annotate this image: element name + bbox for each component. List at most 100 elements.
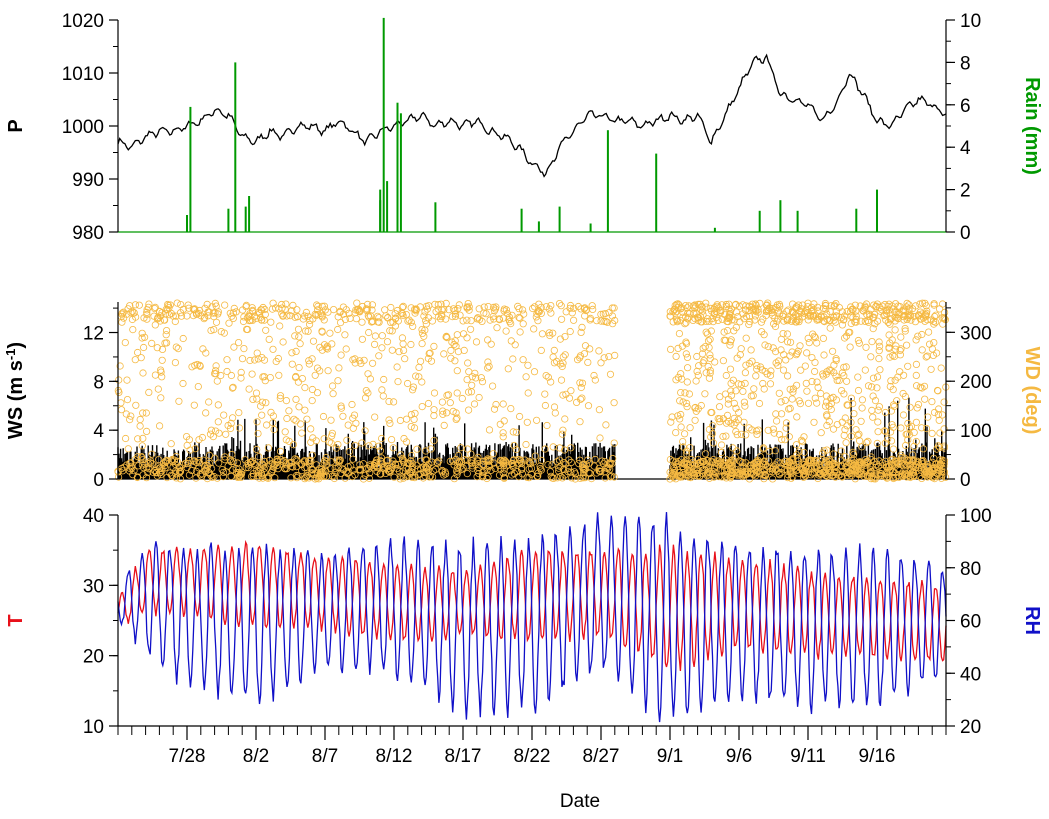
wd-point (262, 326, 270, 334)
wd-point (789, 473, 797, 481)
wd-point (362, 305, 371, 313)
wd-point (301, 406, 309, 414)
wd-point (932, 349, 941, 357)
wd-point (261, 377, 269, 385)
wd-point (499, 429, 507, 437)
wd-point (536, 462, 544, 470)
wd-point (527, 464, 536, 472)
wd-point (238, 355, 247, 363)
rain-bar (589, 223, 592, 232)
wd-point (408, 463, 416, 471)
wd-point (421, 308, 429, 316)
wd-point (677, 388, 685, 397)
wd-point (760, 457, 769, 465)
wd-point (416, 470, 424, 478)
wd-point (389, 444, 397, 452)
wd-point (209, 309, 217, 317)
wd-point (148, 450, 156, 458)
wd-point (721, 390, 730, 398)
wd-point (484, 336, 492, 344)
wd-point (559, 359, 567, 367)
wd-point (156, 307, 164, 316)
wd-point (407, 340, 415, 349)
wd-point (451, 310, 460, 318)
wd-point (701, 343, 709, 351)
wd-point (207, 471, 215, 479)
wd-point (804, 316, 812, 324)
wd-point (753, 467, 762, 475)
wd-point (463, 456, 471, 464)
wd-point (719, 432, 727, 441)
wd-point (555, 444, 564, 452)
wd-point (259, 461, 268, 469)
wd-point (668, 413, 676, 421)
wd-point (345, 447, 353, 456)
wd-point (332, 468, 340, 476)
wd-point (832, 372, 840, 380)
wd-point (404, 317, 412, 325)
wd-point (874, 428, 882, 436)
wd-point (327, 458, 335, 466)
wd-point (681, 389, 689, 397)
wd-point (842, 463, 850, 471)
wd-point (858, 404, 866, 412)
wd-point (909, 468, 917, 476)
rain-bar (876, 189, 878, 232)
wd-point (269, 466, 277, 474)
wd-point (764, 305, 772, 314)
wd-point (541, 390, 549, 398)
wd-point (262, 399, 270, 407)
wd-point (463, 303, 471, 311)
wd-point (903, 430, 911, 438)
wd-point (789, 459, 798, 467)
temperature-humidity-panel: 10 20 30 40 20 40 60 80 100 T RH (5, 506, 1043, 738)
wd-point (555, 464, 563, 472)
wd-point (852, 318, 860, 326)
wd-point (300, 457, 309, 465)
wd-point (292, 417, 300, 425)
wd-point (237, 374, 245, 382)
wd-point (605, 352, 613, 361)
wd-point (576, 456, 584, 464)
wd-point (786, 352, 794, 360)
wd-point (386, 327, 394, 335)
wd-point (577, 383, 585, 392)
wd-point (356, 465, 364, 474)
wd-point (158, 345, 167, 353)
wd-point (399, 302, 407, 310)
wd-point (139, 434, 147, 442)
wd-point (811, 394, 819, 402)
wd-point (398, 309, 406, 317)
wd-point (732, 323, 740, 331)
wd-point (276, 322, 284, 330)
wd-point (746, 317, 754, 326)
wd-point (464, 299, 472, 308)
wd-point (888, 455, 897, 463)
wd-point (228, 312, 236, 320)
wd-point (283, 312, 291, 320)
wd-point (276, 392, 285, 400)
wd-point (779, 366, 788, 374)
wd-point (751, 312, 759, 320)
wd-point (730, 399, 738, 407)
left-axis-title: WS (m s-1) (3, 342, 27, 439)
wd-point (922, 302, 930, 310)
wd-point (739, 458, 747, 467)
wd-point (123, 461, 131, 469)
wd-point (131, 301, 139, 309)
wd-point (706, 351, 714, 359)
wd-point (308, 465, 317, 474)
right-tick-label: 0 (960, 223, 971, 244)
wd-point (507, 319, 515, 328)
wd-point (856, 302, 864, 310)
wd-point (294, 378, 302, 386)
wd-point (172, 474, 180, 482)
wd-point (685, 473, 693, 481)
wd-point (850, 410, 858, 418)
wd-point (823, 412, 831, 420)
wd-point (793, 454, 802, 462)
wd-point (254, 429, 262, 438)
wd-point (175, 397, 183, 405)
wd-point (500, 456, 508, 464)
wd-point (207, 326, 215, 335)
